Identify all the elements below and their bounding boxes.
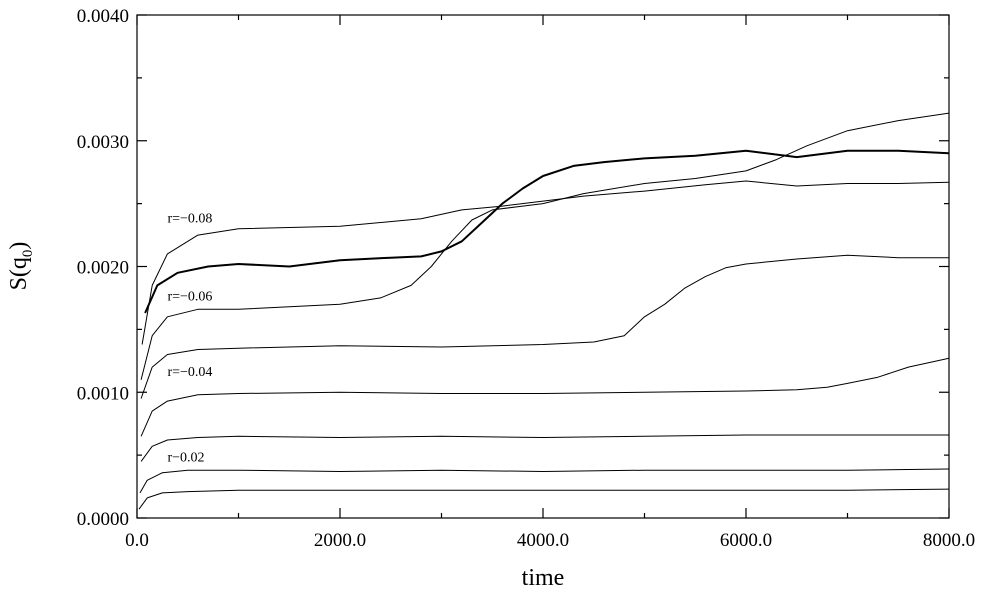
y-tick-label: 0.0010 [77,383,129,404]
series-line-4 [140,254,949,399]
series-line-3 [140,112,950,380]
y-tick-label: 0.0030 [77,132,129,153]
series-line-2 [144,149,950,314]
x-tick-label: 0.0 [125,530,149,551]
series-line-1 [141,180,950,345]
x-tick-label: 4000.0 [517,530,569,551]
series-annotation: r=−0.08 [167,211,212,226]
series-line-7 [139,468,950,494]
y-tick-label: 0.0020 [77,258,129,279]
series-annotation: r=−0.04 [167,365,212,380]
x-tick-label: 6000.0 [720,530,772,551]
series-annotation: r=−0.06 [167,289,212,304]
series-layer [138,112,950,510]
axis-tick-labels: 0.0 2000.0 4000.0 6000.0 8000.0 0.0000 0.0010 0… [77,6,975,551]
y-axis-title: S(q [6,257,32,290]
series-line-5 [140,357,950,437]
x-axis-title: time [522,565,565,591]
x-tick-label: 2000.0 [314,530,366,551]
svg-text:S(q0): S(q0) [6,242,36,291]
annotation-layer: r=−0.08 r=−0.06 r=−0.04 r−0.02 [167,211,212,465]
series-annotation: r−0.02 [167,450,204,465]
series-line-8 [138,488,950,510]
plot-frame [136,14,950,519]
y-axis-title-group: S(q0) [6,242,36,291]
y-tick-label: 0.0040 [77,6,129,27]
y-axis-title-close: ) [6,242,32,250]
y-tick-label: 0.0000 [77,509,129,530]
x-tick-label: 8000.0 [923,530,975,551]
y-axis-title-subscript: 0 [20,250,36,258]
axis-ticks [136,14,950,519]
series-line-6 [140,434,949,462]
